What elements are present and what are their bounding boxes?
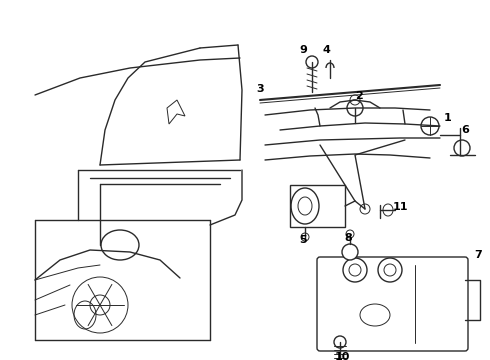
Text: 3: 3 [256, 84, 264, 94]
Text: 6: 6 [461, 125, 469, 135]
Text: 8: 8 [344, 233, 352, 243]
Text: 7: 7 [474, 250, 482, 260]
Text: 5: 5 [299, 235, 307, 245]
Circle shape [342, 244, 358, 260]
Text: 10: 10 [334, 352, 350, 360]
Bar [290, 185, 345, 227]
FancyBboxPatch shape [317, 257, 468, 351]
Text: 1: 1 [444, 113, 452, 123]
Text: 2: 2 [355, 91, 363, 101]
Text: 4: 4 [322, 45, 330, 55]
Text: 9: 9 [299, 45, 307, 55]
Text: 11: 11 [392, 202, 408, 212]
